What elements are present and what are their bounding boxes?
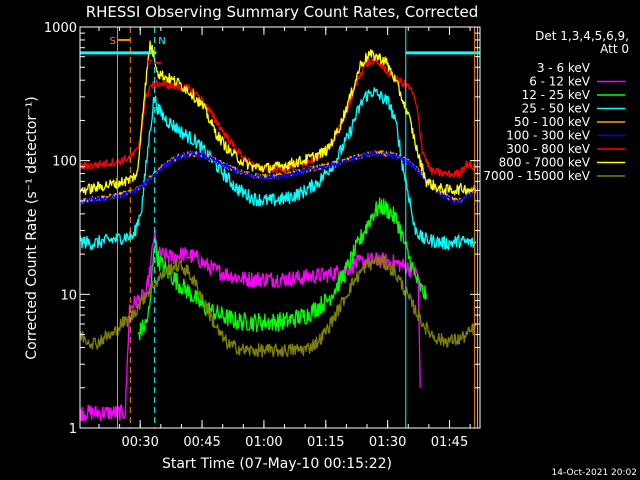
x-tick-label-0: 00:30 [121,435,158,450]
legend-header-line-2: Att 0 [600,42,629,56]
axes: 00:30 00:45 01:00 01:15 01:30 01:45 1000 100 10 1 [44,21,480,450]
footer-timestamp: 14-Oct-2021 20:02 [552,468,637,478]
x-tick-label-3: 01:15 [307,435,344,450]
legend-label-4: 50 - 100 keV [514,115,591,129]
series-line-2 [137,197,428,341]
legend-label-3: 25 - 50 keV [522,102,591,116]
x-tick-label-5: 01:45 [431,435,468,450]
series-line-8 [79,254,477,358]
y-tick-label-0: 1000 [44,21,77,36]
legend-label-8: 7000 - 15000 keV [483,169,590,183]
legend-label-7: 800 - 7000 keV [499,156,591,170]
chart-title: RHESSI Observing Summary Count Rates, Co… [86,3,479,21]
vertical-lines [117,27,479,428]
attenuator-markers: S F N [110,36,166,70]
plot-frame [79,26,481,429]
y-axis-label: Corrected Count Rate (s⁻¹ detector⁻¹) [24,96,40,359]
y-tick-label-2: 10 [60,288,77,303]
legend-label-6: 300 - 800 keV [506,142,590,156]
series-line-7 [79,40,477,196]
x-tick-label-1: 00:45 [183,435,220,450]
marker-label-1: F [147,59,153,70]
series-line-6 [79,57,477,179]
marker-label-0: S [110,36,116,47]
y-tick-label-1: 100 [52,155,77,170]
x-tick-label-4: 01:30 [369,435,406,450]
y-tick-label-3: 1 [69,422,77,437]
legend-label-0: 3 - 6 keV [537,61,591,75]
legend-label-5: 100 - 300 keV [506,129,590,143]
series-layer [79,40,477,429]
marker-label-2: N [158,36,165,47]
x-axis-label: Start Time (07-May-10 00:15:22) [162,456,392,472]
legend-header-line-1: Det 1,3,4,5,6,9, [535,29,629,43]
legend-label-1: 6 - 12 keV [529,75,591,89]
series-line-0 [79,227,421,429]
legend-label-2: 12 - 25 keV [522,88,591,102]
series-line-5 [79,150,477,205]
x-tick-label-2: 01:00 [245,435,282,450]
series-line-3 [79,87,477,251]
